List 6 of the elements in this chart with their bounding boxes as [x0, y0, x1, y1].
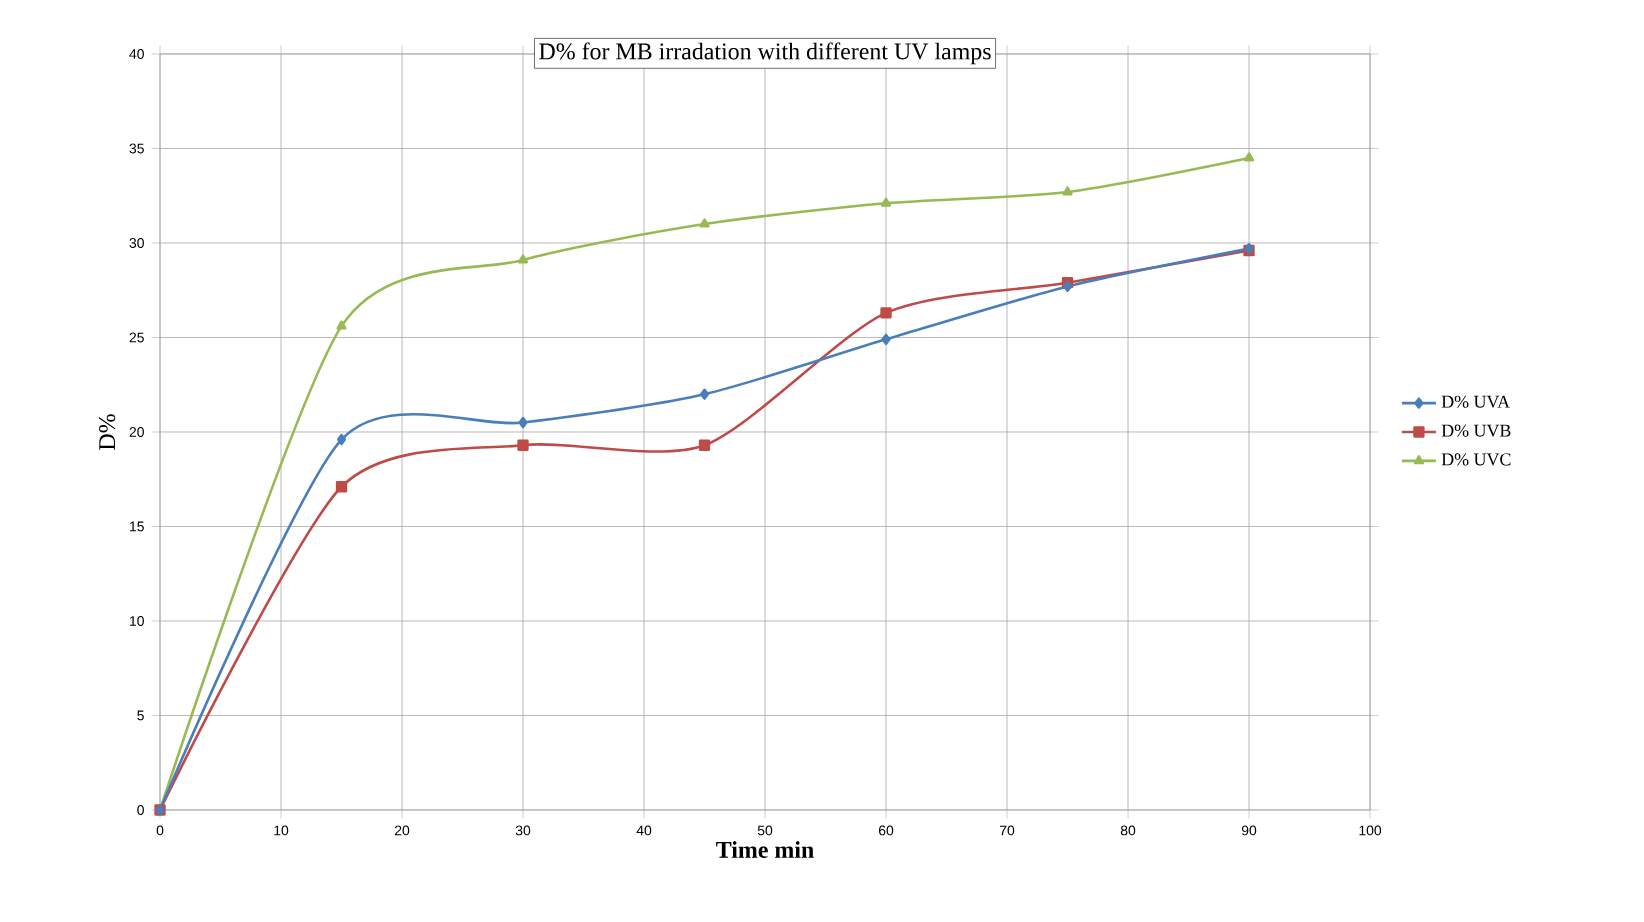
y-axis-title: D% — [99, 414, 116, 450]
x-axis-title: Time min — [716, 841, 814, 858]
chart-title: D% for MB irradation with different UV lamps — [539, 42, 991, 65]
legend-label: D% UVB — [1441, 424, 1511, 437]
legend-label: D% UVA — [1441, 395, 1510, 408]
legend-label: D% UVC — [1441, 453, 1511, 466]
